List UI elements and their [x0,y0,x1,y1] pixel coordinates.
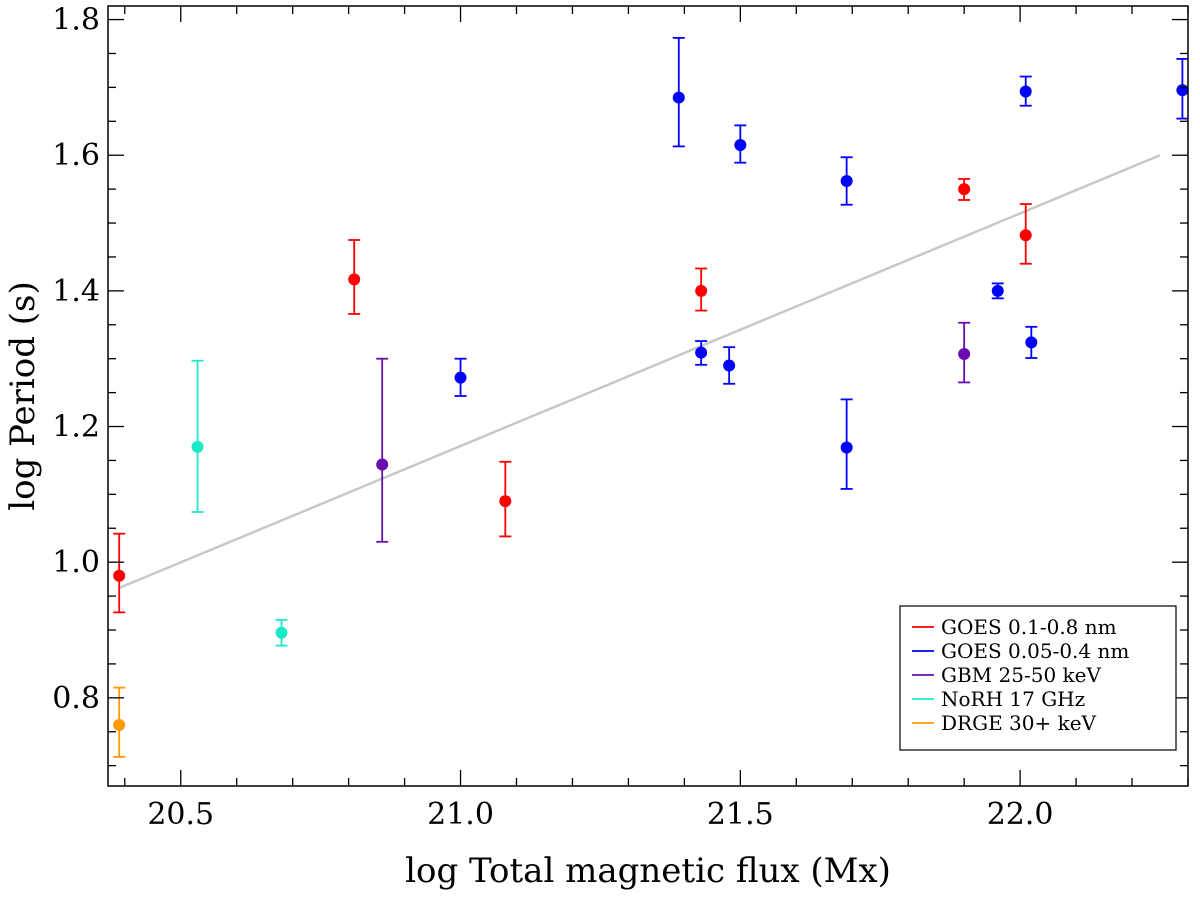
x-tick-label: 21.5 [707,797,774,832]
data-marker [723,359,736,372]
y-tick-label: 0.8 [52,681,100,716]
data-marker [1176,84,1189,97]
legend-label: GOES 0.1-0.8 nm [941,615,1117,639]
data-point [1019,203,1032,265]
data-point [723,346,736,385]
data-marker [1025,336,1038,349]
data-point [958,321,971,384]
y-axis-label: log Period (s) [3,281,43,511]
data-point [695,340,708,366]
x-axis-label: log Total magnetic flux (Mx) [405,851,891,891]
data-point [113,686,126,758]
data-marker [1019,85,1032,98]
data-point [734,124,747,164]
data-marker [499,495,512,508]
x-tick-label: 20.5 [147,797,214,832]
legend-label: GOES 0.05-0.4 nm [941,639,1129,663]
data-marker [113,718,126,731]
legend-label: GBM 25-50 keV [941,663,1101,687]
data-marker [348,273,361,286]
legend-box [899,605,1177,751]
legend-label: DRGE 30+ keV [941,711,1097,735]
data-point [672,36,685,148]
fit-line [118,154,1161,590]
data-marker [275,626,288,639]
tick-layer: 20.5 21.0 21.5 22.0 0.8 1.0 1.2 1.4 1.6 1.8 [52,3,1189,832]
data-layer [113,36,1189,758]
data-marker [840,441,853,454]
data-marker [991,284,1004,297]
data-marker [734,139,747,152]
data-point [991,282,1004,300]
y-tick-label: 1.0 [52,545,100,580]
data-point [958,178,971,201]
plot-frame [107,5,1189,787]
data-point [191,359,204,513]
fit-layer [118,154,1161,590]
data-point [113,532,126,614]
data-marker [376,458,389,471]
data-point [1019,75,1032,107]
data-point [1025,325,1038,359]
data-marker [695,284,708,297]
data-marker [958,347,971,360]
y-tick-label: 1.8 [52,3,100,38]
data-marker [695,346,708,359]
y-tick-label: 1.2 [52,410,100,445]
data-point [840,398,853,490]
data-point [695,267,708,312]
data-marker [113,569,126,582]
y-tick-label: 1.6 [52,138,100,173]
data-marker [1019,229,1032,242]
data-marker [958,183,971,196]
data-marker [191,440,204,453]
x-tick-label: 21.0 [427,797,494,832]
data-point [348,239,361,315]
y-tick-label: 1.4 [52,274,100,309]
data-marker [454,371,467,384]
data-marker [672,91,685,104]
data-point [376,357,389,543]
data-point [275,618,288,647]
data-point [499,460,512,538]
data-point [840,156,853,206]
data-marker [840,174,853,187]
data-point [454,357,467,397]
x-tick-label: 22.0 [987,797,1054,832]
legend-label: NoRH 17 GHz [941,687,1085,711]
